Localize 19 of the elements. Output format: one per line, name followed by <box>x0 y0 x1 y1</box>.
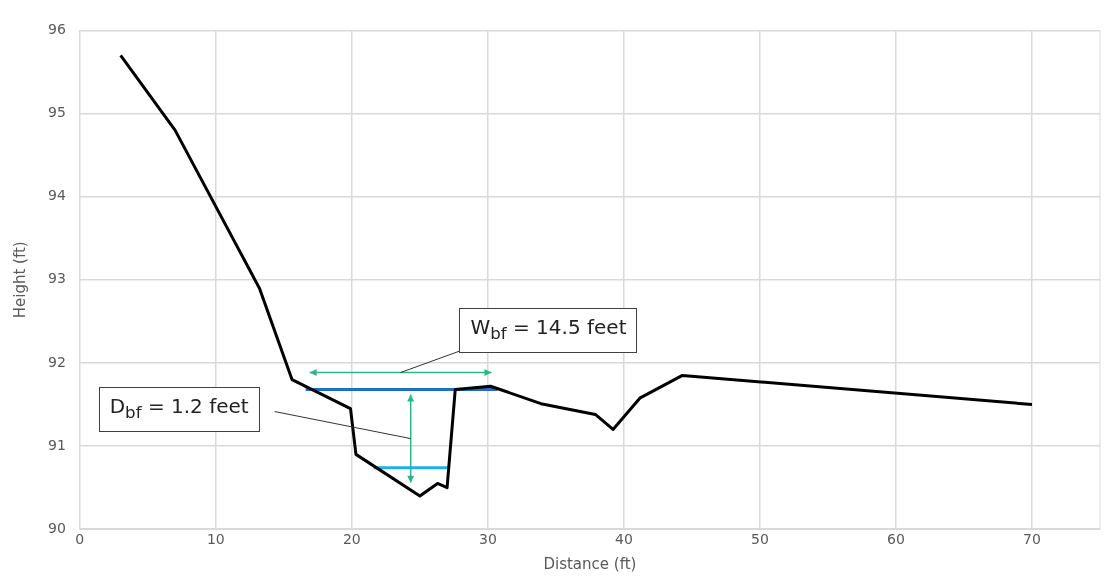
x-tick-label: 30 <box>478 531 497 548</box>
y-tick-label: 93 <box>47 270 66 287</box>
x-tick-label: 40 <box>615 531 633 548</box>
x-axis-title: Distance (ft) <box>543 554 637 573</box>
x-tick-label: 0 <box>75 531 85 548</box>
y-axis-title: Height (ft) <box>10 241 29 319</box>
y-tick-label: 91 <box>47 436 66 453</box>
x-tick-label: 70 <box>1023 531 1041 548</box>
x-tick-label: 60 <box>887 531 905 548</box>
y-tick-label: 94 <box>47 187 66 204</box>
x-tick-label: 10 <box>206 531 225 548</box>
y-tick-label: 92 <box>47 353 66 370</box>
x-tick-label: 50 <box>751 531 769 548</box>
y-tick-label: 96 <box>47 21 66 38</box>
annotation: D$_{bf}$ = 1.2 feet <box>98 386 260 432</box>
x-tick-label: 20 <box>342 531 361 548</box>
y-tick-label: 95 <box>47 104 66 121</box>
y-tick-label: 90 <box>47 519 66 536</box>
annotation: W$_{bf}$ = 14.5 feet <box>459 307 638 353</box>
